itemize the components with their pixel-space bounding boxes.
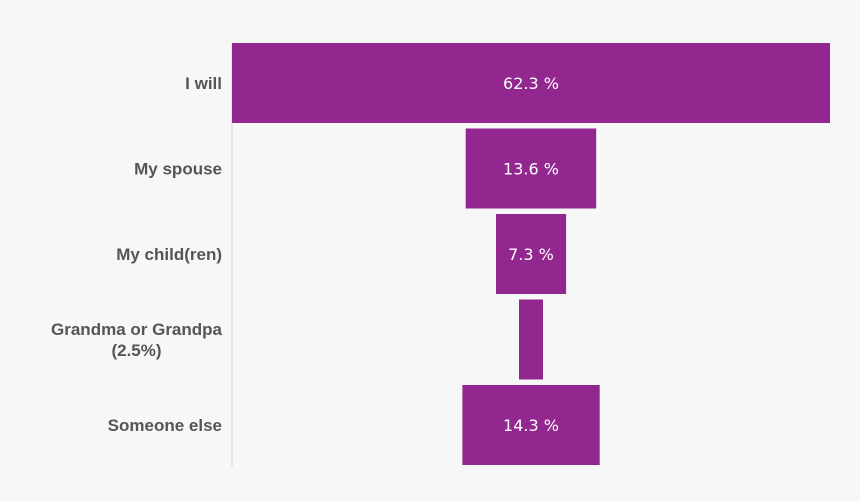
category-label-grandma-or-grandpa-2-5: Grandma or Grandpa (2.5%) [51, 320, 223, 360]
data-label-someone-else: 14.3 % [503, 416, 559, 435]
bars-layer: 62.3 % 13.6 % 7.3 % 14.3 % [232, 43, 830, 465]
bar-grandma-or-grandpa-2-5 [519, 299, 543, 380]
category-label-someone-else: Someone else [108, 416, 222, 435]
category-labels-layer: I will My spouse My child(ren) Grandma or G… [51, 74, 223, 435]
category-label-my-spouse: My spouse [134, 160, 222, 179]
category-label-i-will: I will [185, 74, 222, 93]
category-label-my-child-ren: My child(ren) [116, 245, 222, 264]
data-label-i-will: 62.3 % [503, 74, 559, 93]
bar-someone-else [462, 385, 600, 465]
bar-i-will [232, 43, 830, 123]
bar-my-spouse [465, 128, 597, 209]
data-label-my-spouse: 13.6 % [503, 160, 559, 179]
data-label-my-child-ren: 7.3 % [508, 245, 554, 264]
bar-my-child-ren [496, 214, 567, 294]
